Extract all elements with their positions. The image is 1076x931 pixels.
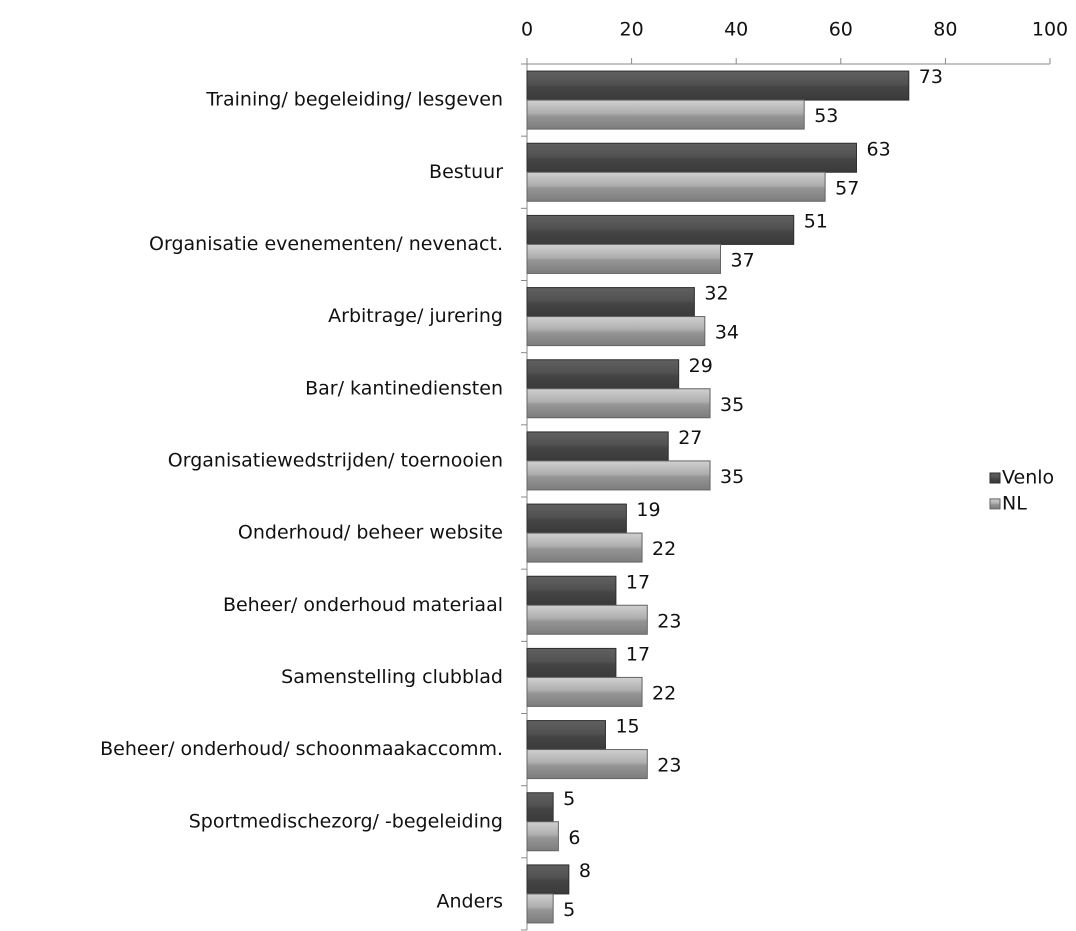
x-tick-label: 60 (829, 19, 853, 41)
y-tick-label: Samenstelling clubblad (281, 666, 503, 688)
value-label: 5 (563, 899, 575, 921)
value-label: 37 (731, 249, 755, 271)
bar (526, 749, 648, 780)
bar (526, 388, 711, 419)
bar (526, 171, 826, 202)
value-label: 22 (652, 538, 676, 560)
bar (526, 503, 627, 534)
bar (526, 359, 680, 390)
value-label: 17 (626, 571, 650, 593)
value-label: 35 (720, 394, 744, 416)
bar (526, 647, 617, 678)
x-tick-label: 80 (933, 19, 957, 41)
bar (526, 604, 648, 635)
bar (526, 575, 617, 606)
legend-label: NL (1002, 492, 1027, 514)
value-label: 34 (715, 322, 739, 344)
value-label: 53 (814, 105, 838, 127)
bar (526, 214, 795, 245)
value-label: 32 (704, 283, 728, 305)
value-label: 57 (835, 177, 859, 199)
y-tick-label: Sportmedischezorg/ -begeleiding (189, 810, 503, 832)
bar (526, 532, 643, 563)
legend-swatch (989, 472, 1001, 484)
y-tick-label: Beheer/ onderhoud materiaal (223, 594, 503, 616)
value-label: 51 (804, 210, 828, 232)
y-tick-label: Training/ begeleiding/ lesgeven (205, 89, 503, 111)
bar (526, 142, 857, 173)
value-label: 27 (678, 427, 702, 449)
value-label: 35 (720, 466, 744, 488)
legend-swatch (989, 498, 1001, 510)
bar (526, 99, 805, 130)
value-label: 22 (652, 682, 676, 704)
y-tick-label: Anders (437, 890, 504, 912)
y-tick-label: Bestuur (429, 161, 503, 183)
bar (526, 431, 669, 462)
bar (526, 676, 643, 707)
y-tick-label: Bar/ kantinediensten (305, 377, 503, 399)
y-tick-label: Beheer/ onderhoud/ schoonmaakaccomm. (100, 738, 503, 760)
y-tick-label: Organisatie evenementen/ nevenact. (149, 233, 503, 255)
value-label: 63 (866, 138, 890, 160)
y-tick-label: Onderhoud/ beheer website (238, 522, 503, 544)
value-label: 17 (626, 643, 650, 665)
value-label: 19 (636, 499, 660, 521)
value-label: 8 (579, 860, 591, 882)
value-label: 23 (657, 755, 681, 777)
bar (526, 287, 695, 318)
bar (526, 460, 711, 491)
bar (526, 864, 570, 895)
x-tick-label: 40 (724, 19, 748, 41)
y-tick-label: Arbitrage/ jurering (328, 305, 503, 327)
x-tick-label: 100 (1032, 19, 1068, 41)
value-label: 23 (657, 610, 681, 632)
value-label: 15 (615, 716, 639, 738)
value-label: 5 (563, 788, 575, 810)
bar (526, 821, 559, 852)
x-tick-label: 20 (620, 19, 644, 41)
bar (526, 720, 606, 751)
value-label: 6 (568, 827, 580, 849)
bar (526, 243, 722, 274)
legend-label: Venlo (1002, 467, 1054, 489)
bar (526, 792, 554, 823)
x-tick-label: 0 (521, 19, 533, 41)
y-tick-label: Organisatiewedstrijden/ toernooien (168, 449, 503, 471)
value-label: 29 (689, 355, 713, 377)
bar (526, 70, 910, 101)
bar (526, 316, 706, 347)
bar (526, 893, 554, 924)
value-label: 73 (919, 66, 943, 88)
